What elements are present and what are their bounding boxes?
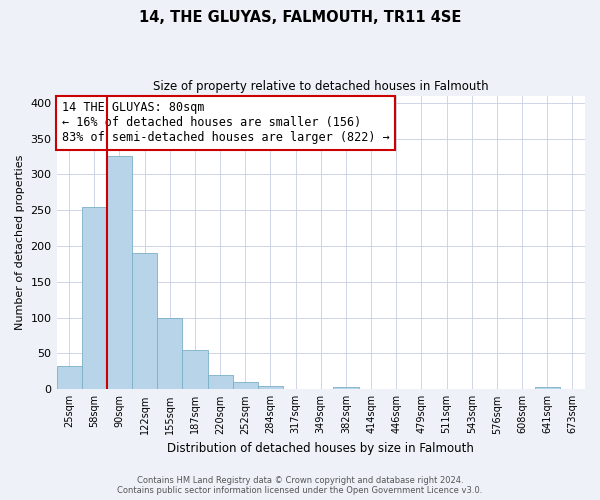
Text: 14, THE GLUYAS, FALMOUTH, TR11 4SE: 14, THE GLUYAS, FALMOUTH, TR11 4SE [139, 10, 461, 25]
Bar [56, 366, 82, 390]
Bar [182, 350, 208, 390]
Title: Size of property relative to detached houses in Falmouth: Size of property relative to detached ho… [153, 80, 488, 93]
Y-axis label: Number of detached properties: Number of detached properties [15, 154, 25, 330]
Text: Contains HM Land Registry data © Crown copyright and database right 2024.
Contai: Contains HM Land Registry data © Crown c… [118, 476, 482, 495]
Bar [233, 382, 258, 390]
Bar [82, 206, 107, 390]
Bar [208, 375, 233, 390]
Bar [334, 387, 359, 390]
Bar [132, 253, 157, 390]
Bar [258, 386, 283, 390]
X-axis label: Distribution of detached houses by size in Falmouth: Distribution of detached houses by size … [167, 442, 474, 455]
Bar [535, 387, 560, 390]
Bar [107, 156, 132, 390]
Text: 14 THE GLUYAS: 80sqm
← 16% of detached houses are smaller (156)
83% of semi-deta: 14 THE GLUYAS: 80sqm ← 16% of detached h… [62, 102, 389, 144]
Bar [157, 318, 182, 390]
